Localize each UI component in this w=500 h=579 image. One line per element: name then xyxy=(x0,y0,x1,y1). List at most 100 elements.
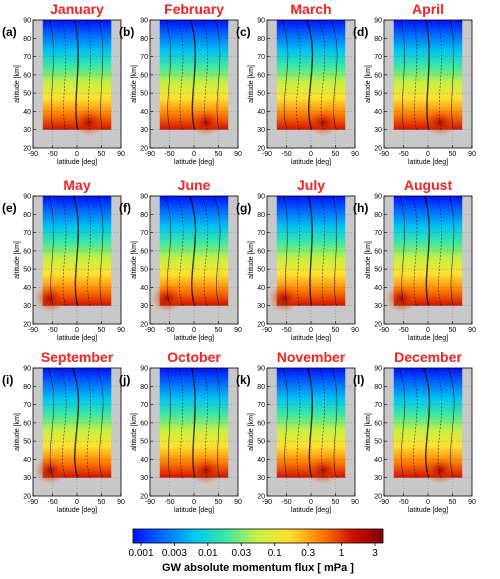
colorbar-label: GW absolute momentum flux [ mPa ] xyxy=(162,562,354,574)
y-tick-label: 40 xyxy=(23,457,31,464)
x-tick-label: -90 xyxy=(262,151,272,158)
y-tick-label: 50 xyxy=(23,439,31,446)
y-tick-label: 20 xyxy=(23,494,31,501)
y-tick-label: 80 xyxy=(257,384,265,391)
x-tick-label: 0 xyxy=(192,327,196,334)
y-tick-label: 20 xyxy=(257,322,265,329)
y-tick-label: 20 xyxy=(140,146,148,153)
y-axis-label: altitude [km] xyxy=(14,413,21,451)
x-tick-label: 50 xyxy=(98,327,106,334)
panel-label: (k) xyxy=(236,373,251,387)
y-tick-label: 50 xyxy=(23,91,31,98)
y-tick-label: 60 xyxy=(374,420,382,427)
y-axis-label: altitude [km] xyxy=(248,413,255,451)
y-tick-label: 30 xyxy=(257,475,265,482)
flux-maximum xyxy=(307,456,340,485)
y-tick-label: 20 xyxy=(374,322,382,329)
y-tick-label: 40 xyxy=(374,457,382,464)
x-tick-label: -50 xyxy=(164,151,174,158)
y-tick-label: 30 xyxy=(257,127,265,134)
x-tick-label: 0 xyxy=(426,327,430,334)
panel-april: April (d) 20 30 40 50 60 70 80 90 -90 -50 0 50 90 latit… xyxy=(353,1,476,166)
x-axis-label: latitude [deg] xyxy=(174,335,214,342)
y-tick-label: 30 xyxy=(140,127,148,134)
flux-maximum xyxy=(190,456,223,485)
y-axis-label: altitude [km] xyxy=(131,241,138,279)
y-tick-label: 60 xyxy=(23,420,31,427)
contour-line xyxy=(331,19,338,130)
panel-label: (a) xyxy=(2,25,17,39)
contour-line xyxy=(399,195,405,306)
panel-february: February (b) 20 30 40 50 60 70 80 90 -90 -50 0 50 90 la… xyxy=(119,1,242,166)
x-tick-label: -50 xyxy=(281,499,291,506)
y-tick-label: 60 xyxy=(374,248,382,255)
x-tick-label: 90 xyxy=(351,499,359,506)
y-tick-label: 40 xyxy=(257,109,265,116)
x-axis-label: latitude [deg] xyxy=(408,159,448,166)
y-tick-label: 30 xyxy=(257,303,265,310)
y-tick-label: 40 xyxy=(374,285,382,292)
colorbar-tick-label: 0.003 xyxy=(162,548,187,559)
y-tick-label: 60 xyxy=(140,72,148,79)
y-tick-label: 70 xyxy=(140,402,148,409)
y-tick-label: 80 xyxy=(23,384,31,391)
x-tick-label: 90 xyxy=(234,151,242,158)
y-tick-label: 40 xyxy=(23,109,31,116)
y-tick-label: 80 xyxy=(257,36,265,43)
y-tick-label: 90 xyxy=(23,194,31,201)
y-axis-label: altitude [km] xyxy=(248,65,255,103)
x-tick-label: 90 xyxy=(234,327,242,334)
x-tick-label: 0 xyxy=(309,499,313,506)
panel-title: April xyxy=(412,1,444,17)
y-tick-label: 50 xyxy=(257,91,265,98)
x-tick-label: 90 xyxy=(234,499,242,506)
y-tick-label: 20 xyxy=(140,322,148,329)
contour-line xyxy=(283,195,288,306)
flux-maximum xyxy=(73,108,106,137)
y-tick-label: 70 xyxy=(374,230,382,237)
x-tick-label: 50 xyxy=(98,151,106,158)
y-tick-label: 20 xyxy=(257,494,265,501)
contour-line xyxy=(282,367,288,478)
y-tick-label: 80 xyxy=(257,212,265,219)
y-tick-label: 40 xyxy=(257,285,265,292)
x-axis-label: latitude [deg] xyxy=(174,507,214,514)
y-axis-label: altitude [km] xyxy=(131,65,138,103)
y-tick-label: 40 xyxy=(257,457,265,464)
x-tick-label: 0 xyxy=(192,151,196,158)
y-tick-label: 80 xyxy=(23,212,31,219)
x-tick-label: 50 xyxy=(332,151,340,158)
y-tick-label: 60 xyxy=(257,420,265,427)
x-tick-label: 50 xyxy=(332,499,340,506)
x-axis-label: latitude [deg] xyxy=(291,507,331,514)
y-tick-label: 90 xyxy=(140,366,148,373)
y-axis-label: altitude [km] xyxy=(131,413,138,451)
x-tick-label: 0 xyxy=(426,499,430,506)
contour-line xyxy=(189,195,197,306)
panel-october: October (j) 20 30 40 50 60 70 80 90 -90 -50 0 50 90 lat… xyxy=(119,349,242,514)
colorbar-tick-label: 0.03 xyxy=(232,548,252,559)
x-tick-label: -90 xyxy=(145,499,155,506)
panel-label: (h) xyxy=(353,201,368,215)
y-axis-label: altitude [km] xyxy=(365,241,372,279)
y-axis-label: altitude [km] xyxy=(14,241,21,279)
x-tick-label: -90 xyxy=(262,499,272,506)
colorbar-tick-label: 1 xyxy=(339,548,345,559)
y-tick-label: 70 xyxy=(23,230,31,237)
contour-line xyxy=(424,195,431,306)
y-tick-label: 60 xyxy=(140,248,148,255)
y-tick-label: 70 xyxy=(140,54,148,61)
y-tick-label: 50 xyxy=(140,91,148,98)
contour-line xyxy=(307,367,314,478)
y-tick-label: 50 xyxy=(374,91,382,98)
x-tick-label: -90 xyxy=(145,151,155,158)
x-axis-label: latitude [deg] xyxy=(57,335,97,342)
x-tick-label: -50 xyxy=(47,151,57,158)
x-tick-label: -50 xyxy=(164,327,174,334)
x-tick-label: -50 xyxy=(47,499,57,506)
x-tick-label: 0 xyxy=(192,499,196,506)
colorbar: 0.001 0.003 0.01 0.03 0.1 0.3 1 3 GW absolute mo… xyxy=(128,528,384,574)
y-tick-label: 30 xyxy=(374,475,382,482)
x-tick-label: 0 xyxy=(75,327,79,334)
